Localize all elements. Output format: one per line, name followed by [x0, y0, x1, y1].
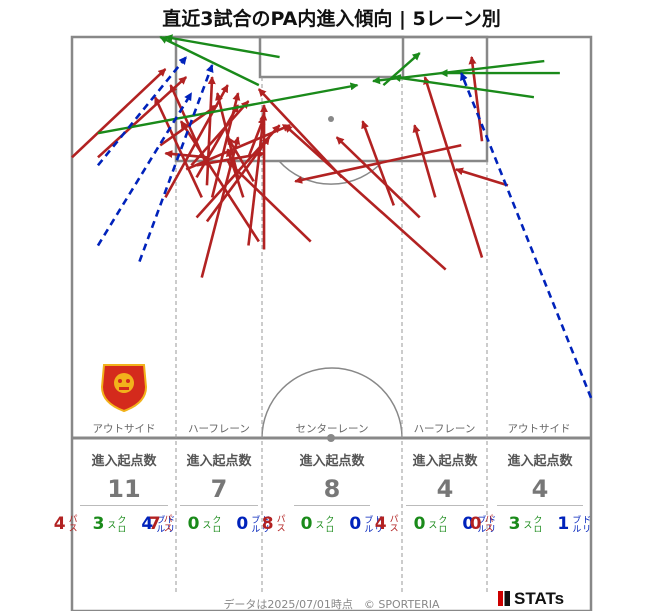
pass-count: 0 [469, 514, 482, 534]
goal-area [258, 35, 405, 79]
chart-title: 直近3試合のPA内進入傾向 | 5レーン別 [162, 8, 501, 30]
brand-text: STATs [514, 589, 565, 608]
cross-arrow [97, 82, 359, 135]
pass-count: 4 [53, 514, 66, 534]
dribble-label: ドリブル [249, 515, 270, 533]
stats-logo-icon [498, 591, 510, 606]
pass-arrow [226, 160, 312, 243]
dribble-arrow [96, 92, 193, 247]
dribble-count: 0 [236, 514, 249, 534]
pass-arrow [412, 124, 437, 198]
lane-label-center: センターレーン [295, 423, 369, 435]
pass-arrow [283, 124, 447, 271]
cross-label: クロス [521, 515, 542, 533]
cross-label: クロス [426, 515, 447, 533]
pass-arrow [153, 96, 203, 198]
pass-arrow [196, 150, 266, 167]
dribble-count: 1 [557, 514, 570, 534]
pass-arrow [247, 112, 268, 246]
pass-arrow [468, 56, 484, 142]
center-circle [261, 367, 403, 439]
pass-arrow [257, 88, 343, 179]
pass-arrow [455, 167, 509, 187]
cross-label: クロス [105, 515, 126, 533]
stats-header: 進入起点数 [299, 454, 365, 469]
lane-stats-left-out: 進入起点数 11 4 パス 3 クロス 4 ドリブル [54, 450, 175, 534]
pass-arrow [71, 68, 167, 159]
lane-stats-left-half: 進入起点数 7 7 パス 0 クロス 0 ドリブル [149, 450, 270, 534]
stats-header: 進入起点数 [91, 454, 157, 469]
pass-arrow [423, 76, 484, 258]
cross-count: 3 [92, 514, 105, 534]
cross-count: 0 [187, 514, 200, 534]
pass-arrow [164, 84, 229, 199]
pass-label: パス [387, 514, 398, 532]
pass-arrow [294, 143, 462, 184]
dribble-arrow [96, 56, 188, 167]
cross-count: 3 [508, 514, 521, 534]
arrows-layer [71, 34, 593, 399]
lane-stats-right-half: 進入起点数 4 4 パス 0 クロス 0 ドリブル [375, 450, 496, 534]
dribble-label: ドリブル [362, 515, 383, 533]
dribble-count: 0 [462, 514, 475, 534]
dribble-arrow [138, 64, 214, 263]
center-spot [327, 434, 335, 442]
pass-count: 4 [374, 514, 387, 534]
pass-label: パス [274, 514, 285, 532]
pass-arrow [179, 120, 260, 243]
brand-logo: STATs [498, 589, 564, 609]
dribble-count: 0 [349, 514, 362, 534]
pass-arrow [205, 76, 216, 186]
pass-arrow [164, 149, 208, 159]
pass-label: パス [66, 514, 77, 532]
lane-label-left-out: アウトサイド [92, 423, 156, 435]
pass-count: 7 [148, 514, 161, 534]
cross-count: 0 [413, 514, 426, 534]
cross-label: クロス [200, 515, 221, 533]
dribble-label: ドリブル [570, 515, 591, 533]
stats-header: 進入起点数 [412, 454, 478, 469]
cross-count: 0 [300, 514, 313, 534]
lane-stats-right-out: 進入起点数 4 0 パス 3 クロス 1 ドリブル [470, 450, 591, 534]
cross-arrow [159, 35, 260, 87]
stats-header: 進入起点数 [186, 454, 252, 469]
dribble-label: ドリブル [475, 515, 496, 533]
dribble-label: ドリブル [154, 515, 175, 533]
stats-count: 4 [406, 475, 484, 506]
penalty-spot [328, 116, 334, 122]
cross-arrow [164, 34, 280, 59]
dribble-count: 4 [141, 514, 154, 534]
cross-arrow [382, 52, 421, 87]
stats-count: 4 [497, 475, 583, 506]
stats-count: 7 [180, 475, 258, 506]
stats-count: 11 [80, 475, 168, 506]
penalty-area [174, 35, 489, 163]
pass-arrow [247, 116, 266, 158]
pass-arrow [335, 136, 421, 219]
pass-arrow [190, 100, 250, 167]
pass-count: 8 [261, 514, 274, 534]
lane-label-right-half: ハーフレーン [413, 423, 476, 435]
stats-count: 8 [294, 475, 370, 506]
cross-label: クロス [313, 515, 334, 533]
pass-arrow [226, 136, 255, 183]
pass-label: パス [482, 514, 493, 532]
dribble-arrow [460, 72, 593, 399]
club-crest-icon [100, 364, 148, 413]
lane-label-left-half: ハーフレーン [188, 423, 250, 435]
footer-note: データは2025/07/01時点 © SPORTERIA [223, 598, 440, 611]
cross-arrow [392, 74, 535, 99]
lane-label-right-out: アウトサイド [507, 423, 571, 435]
stats-header: 進入起点数 [507, 454, 573, 469]
lane-stats-center: 進入起点数 8 8 パス 0 クロス 0 ドリブル [262, 450, 383, 534]
pass-label: パス [161, 514, 172, 532]
